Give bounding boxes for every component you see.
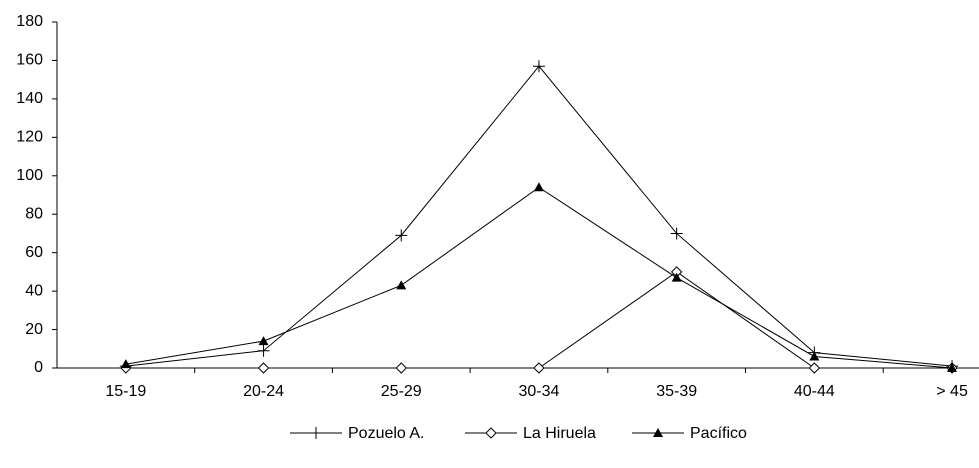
x-tick-label: 30-34	[518, 383, 559, 400]
legend-label: La Hiruela	[523, 425, 596, 442]
marker	[671, 272, 682, 282]
marker	[670, 227, 683, 240]
x-tick-label: 15-19	[105, 383, 146, 400]
series-line	[125, 186, 953, 369]
marker	[395, 362, 407, 374]
series-line	[125, 65, 953, 367]
marker	[310, 427, 322, 439]
marker	[947, 363, 958, 372]
marker	[395, 229, 408, 242]
marker	[257, 344, 270, 357]
marker	[258, 336, 269, 346]
y-tick-label: 180	[16, 13, 43, 30]
y-tick-label: 100	[16, 167, 43, 184]
y-tick-label: 120	[16, 129, 43, 146]
y-tick-label: 160	[16, 52, 43, 69]
x-tick-label: > 45	[936, 383, 968, 400]
marker	[532, 60, 545, 73]
x-tick-label: 35-39	[656, 383, 697, 400]
marker	[808, 362, 821, 374]
marker	[533, 182, 544, 192]
marker	[533, 362, 545, 374]
legend-label: Pozuelo A.	[348, 425, 425, 442]
marker	[120, 359, 131, 369]
legend-item: Pozuelo A.	[290, 425, 425, 442]
marker	[485, 427, 497, 439]
marker	[257, 362, 270, 374]
y-tick-label: 20	[25, 321, 43, 338]
legend-label: Pacífico	[690, 425, 747, 442]
y-tick-label: 80	[25, 205, 43, 222]
y-tick-label: 40	[25, 282, 43, 299]
x-tick-label: 40-44	[794, 383, 835, 400]
x-tick-label: 20-24	[243, 383, 284, 400]
x-tick-label: 25-29	[381, 383, 422, 400]
marker	[653, 428, 663, 437]
legend-item: Pacífico	[632, 425, 747, 442]
y-tick-label: 60	[25, 244, 43, 261]
y-tick-label: 0	[34, 359, 43, 376]
y-tick-label: 140	[16, 90, 43, 107]
marker	[396, 280, 407, 290]
legend-item: La Hiruela	[465, 425, 596, 442]
marker	[809, 351, 820, 361]
